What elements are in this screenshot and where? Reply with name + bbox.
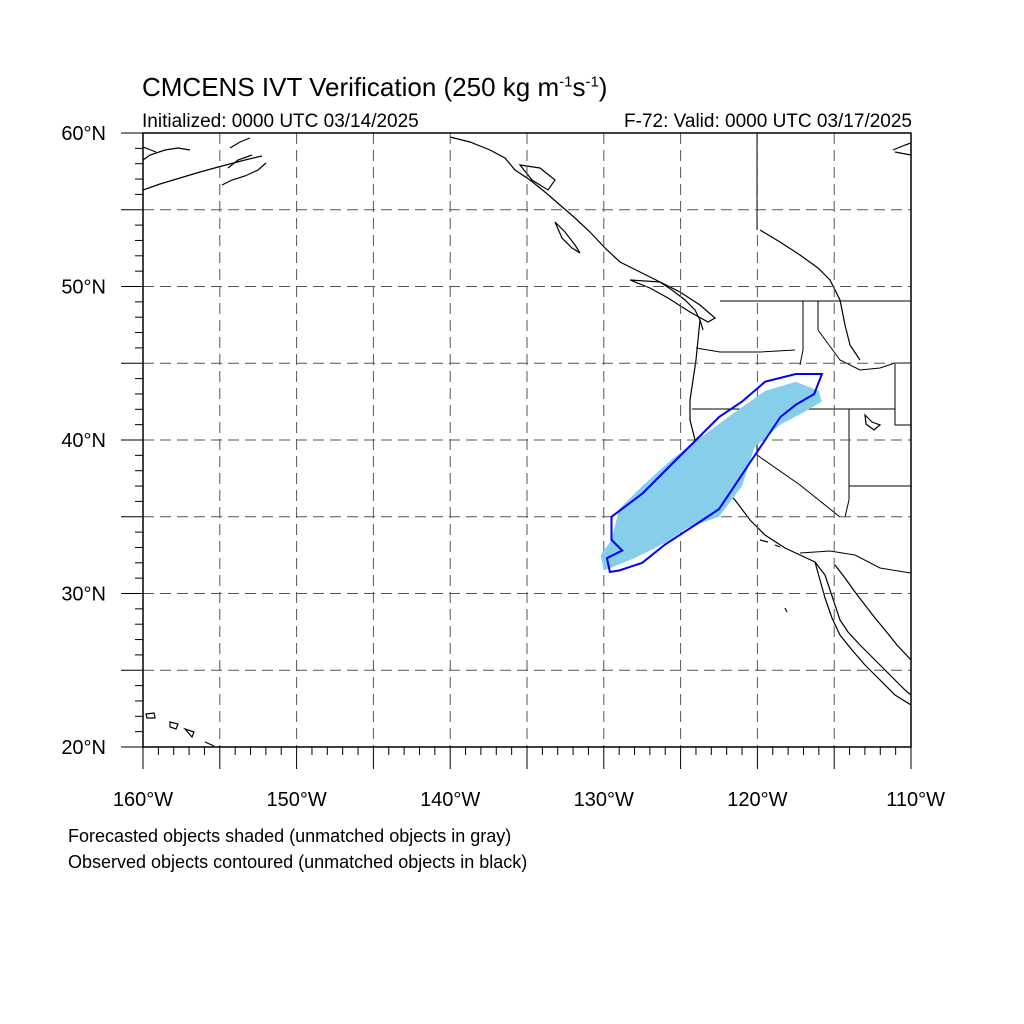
lat-label: 30°N [61,584,106,606]
lat-label: 20°N [61,737,106,759]
axis-ticks [121,132,912,769]
lon-label: 120°W [727,789,787,811]
forecast-ivt-object [600,381,822,571]
lon-label: 150°W [266,789,326,811]
valid-time-label: F-72: Valid: 0000 UTC 03/17/2025 [624,111,912,132]
map-title: CMCENS IVT Verification (250 kg m-1s-1) [142,72,608,102]
axis-labels: 60°N 50°N 40°N 30°N 20°N 160°W 150°W 140°W 130°W… [61,123,945,811]
observed-footnote: Observed objects contoured (unmatched ob… [68,852,528,872]
forecast-footnote: Forecasted objects shaded (unmatched obj… [68,826,512,846]
lon-label: 160°W [113,789,173,811]
ivt-objects [600,373,824,574]
lat-label: 40°N [61,430,106,452]
lon-label: 140°W [420,789,480,811]
lon-label: 130°W [574,789,634,811]
lat-label: 50°N [61,277,106,299]
coastlines [143,136,911,747]
lon-label: 110°W [886,789,945,811]
init-time-label: Initialized: 0000 UTC 03/14/2025 [142,111,419,132]
observed-ivt-contour [605,373,824,574]
lat-label: 60°N [61,123,106,145]
